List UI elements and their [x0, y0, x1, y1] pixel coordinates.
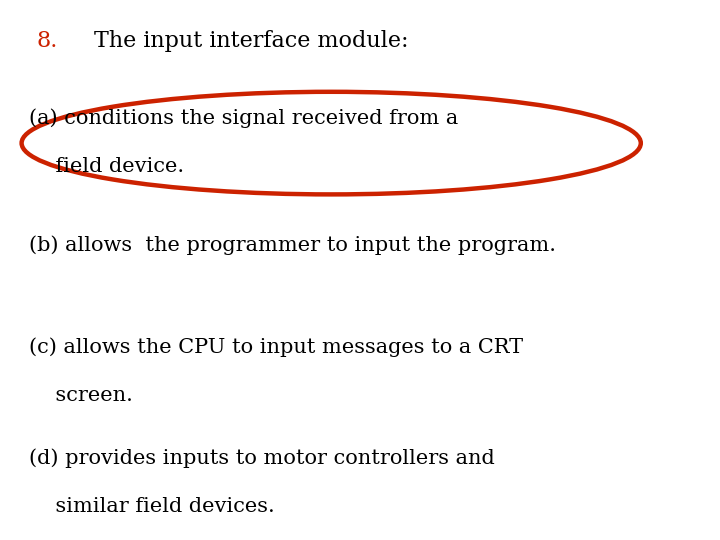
Text: The input interface module:: The input interface module: — [94, 30, 408, 52]
Text: (d) provides inputs to motor controllers and: (d) provides inputs to motor controllers… — [29, 448, 495, 468]
Text: (b) allows  the programmer to input the program.: (b) allows the programmer to input the p… — [29, 235, 556, 254]
Text: field device.: field device. — [29, 157, 184, 176]
Text: (c) allows the CPU to input messages to a CRT: (c) allows the CPU to input messages to … — [29, 338, 523, 357]
Text: similar field devices.: similar field devices. — [29, 497, 274, 516]
Text: screen.: screen. — [29, 386, 132, 405]
Text: 8.: 8. — [36, 30, 58, 52]
Text: (a) conditions the signal received from a: (a) conditions the signal received from … — [29, 108, 458, 127]
